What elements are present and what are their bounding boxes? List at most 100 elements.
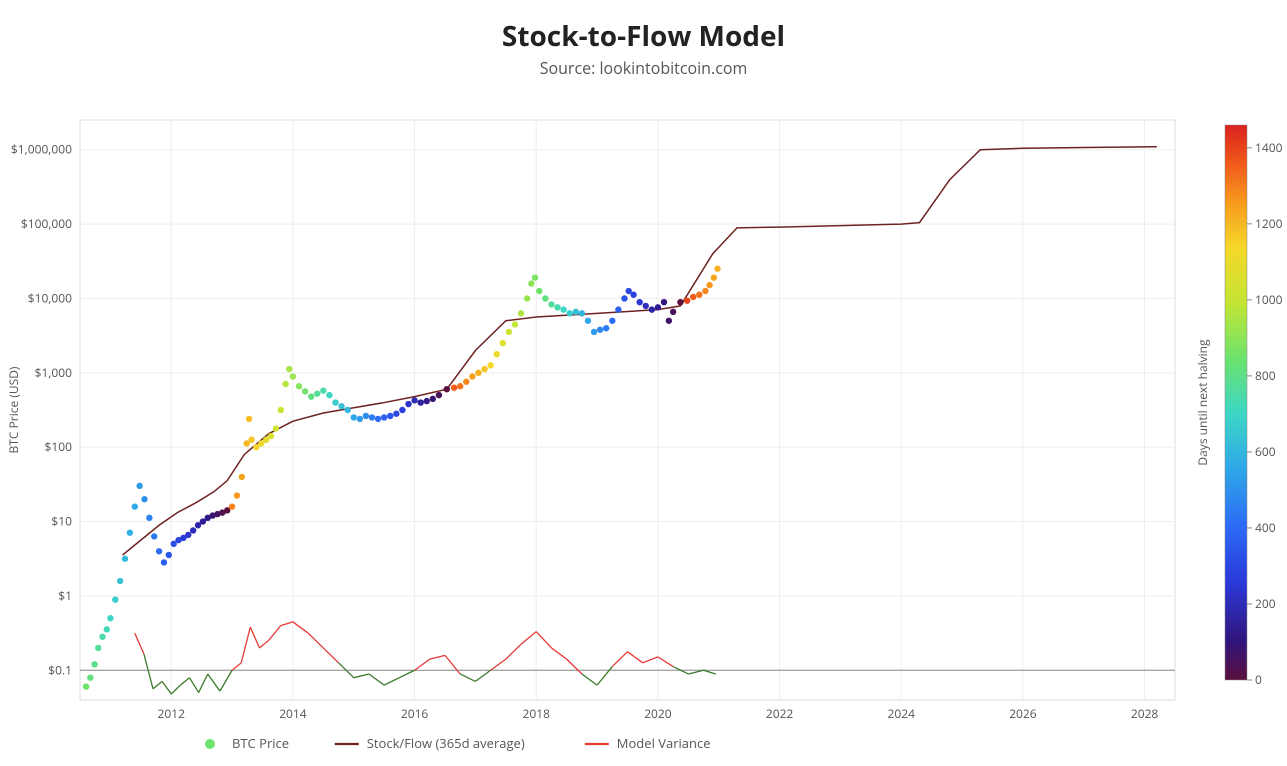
btc-price-dot — [528, 280, 534, 286]
btc-price-dot — [711, 274, 717, 280]
btc-price-dot — [248, 437, 254, 443]
btc-price-dot — [127, 529, 133, 535]
btc-price-dot — [548, 301, 554, 307]
colorbar-tick-label: 400 — [1255, 519, 1276, 536]
btc-price-dot — [381, 414, 387, 420]
btc-price-dot — [320, 387, 326, 393]
variance-segment — [293, 622, 308, 633]
colorbar-tick-label: 600 — [1255, 443, 1276, 460]
variance-segment — [144, 654, 153, 689]
btc-price-dot — [296, 383, 302, 389]
btc-price-dot — [677, 299, 683, 305]
y-axis-label: BTC Price (USD) — [5, 366, 22, 453]
btc-price-dot — [636, 299, 642, 305]
btc-price-dot — [136, 483, 142, 489]
colorbar-label: Days until next halving — [1194, 339, 1211, 466]
btc-price-dot — [405, 401, 411, 407]
chart-subtitle: Source: lookintobitcoin.com — [540, 57, 748, 79]
variance-segment — [281, 622, 293, 626]
btc-price-dot — [573, 309, 579, 315]
variance-segment — [475, 670, 490, 681]
btc-price-dot — [190, 527, 196, 533]
variance-segment — [220, 670, 232, 691]
btc-price-dot — [268, 433, 274, 439]
btc-price-dot — [579, 310, 585, 316]
variance-segment — [259, 641, 268, 648]
variance-segment — [180, 678, 189, 685]
variance-segment — [369, 674, 384, 685]
variance-segment — [430, 655, 445, 659]
btc-price-dot — [107, 615, 113, 621]
variance-segment — [354, 674, 369, 678]
btc-price-dot — [132, 503, 138, 509]
btc-price-dot — [512, 321, 518, 327]
btc-price-dot — [344, 407, 350, 413]
btc-price-dot — [363, 413, 369, 419]
btc-price-dot — [487, 362, 493, 368]
btc-price-dot — [112, 596, 118, 602]
btc-price-dot — [273, 425, 279, 431]
btc-price-dot — [375, 416, 381, 422]
variance-segment — [250, 627, 259, 648]
variance-segment — [162, 681, 171, 694]
btc-price-dot — [369, 414, 375, 420]
colorbar-tick-label: 1400 — [1255, 139, 1283, 156]
x-tick-label: 2022 — [766, 705, 794, 722]
x-tick-label: 2014 — [279, 705, 307, 722]
variance-segment — [491, 659, 506, 670]
variance-segment — [208, 674, 220, 691]
btc-price-dot — [99, 634, 105, 640]
btc-price-dot — [351, 414, 357, 420]
btc-price-dot — [500, 340, 506, 346]
x-tick-label: 2018 — [523, 705, 551, 722]
btc-price-dot — [417, 399, 423, 405]
variance-segment — [199, 674, 208, 693]
colorbar-tick-label: 0 — [1255, 671, 1262, 688]
variance-segment — [445, 655, 460, 674]
btc-price-dot — [286, 366, 292, 372]
btc-price-dot — [536, 288, 542, 294]
x-tick-label: 2012 — [158, 705, 186, 722]
btc-price-dot — [690, 294, 696, 300]
btc-price-dot — [554, 304, 560, 310]
variance-segment — [415, 659, 430, 670]
btc-price-dot — [302, 388, 308, 394]
btc-price-dot — [609, 318, 615, 324]
y-tick-label: $1 — [58, 587, 72, 604]
btc-price-dot — [387, 413, 393, 419]
btc-price-dot — [146, 515, 152, 521]
btc-price-dot — [518, 310, 524, 316]
btc-price-dot — [229, 503, 235, 509]
btc-price-dot — [481, 366, 487, 372]
btc-price-dot — [290, 373, 296, 379]
btc-price-dot — [338, 403, 344, 409]
btc-price-dot — [615, 306, 621, 312]
y-tick-label: $1,000,000 — [11, 141, 72, 158]
btc-price-dot — [166, 552, 172, 558]
btc-price-dot — [494, 351, 500, 357]
btc-price-dot — [591, 329, 597, 335]
btc-price-dot — [463, 379, 469, 385]
x-tick-label: 2028 — [1131, 705, 1159, 722]
variance-segment — [232, 663, 241, 670]
x-tick-label: 2024 — [888, 705, 916, 722]
variance-segment — [521, 632, 536, 645]
btc-price-dot — [141, 496, 147, 502]
variance-segment — [628, 652, 643, 663]
btc-price-dot — [696, 292, 702, 298]
y-tick-label: $1,000 — [35, 364, 73, 381]
btc-price-dot — [630, 292, 636, 298]
btc-price-dot — [621, 295, 627, 301]
stock-flow-line — [123, 147, 1157, 555]
chart-svg: Stock-to-Flow ModelSource: lookintobitco… — [0, 0, 1287, 766]
btc-price-dot — [567, 310, 573, 316]
btc-price-dot — [451, 384, 457, 390]
btc-price-dot — [524, 295, 530, 301]
btc-price-dot — [156, 548, 162, 554]
btc-price-dot — [643, 303, 649, 309]
btc-price-dot — [670, 309, 676, 315]
btc-price-dot — [393, 411, 399, 417]
y-tick-label: $100 — [45, 438, 73, 455]
btc-price-dot — [246, 416, 252, 422]
btc-price-dot — [585, 318, 591, 324]
